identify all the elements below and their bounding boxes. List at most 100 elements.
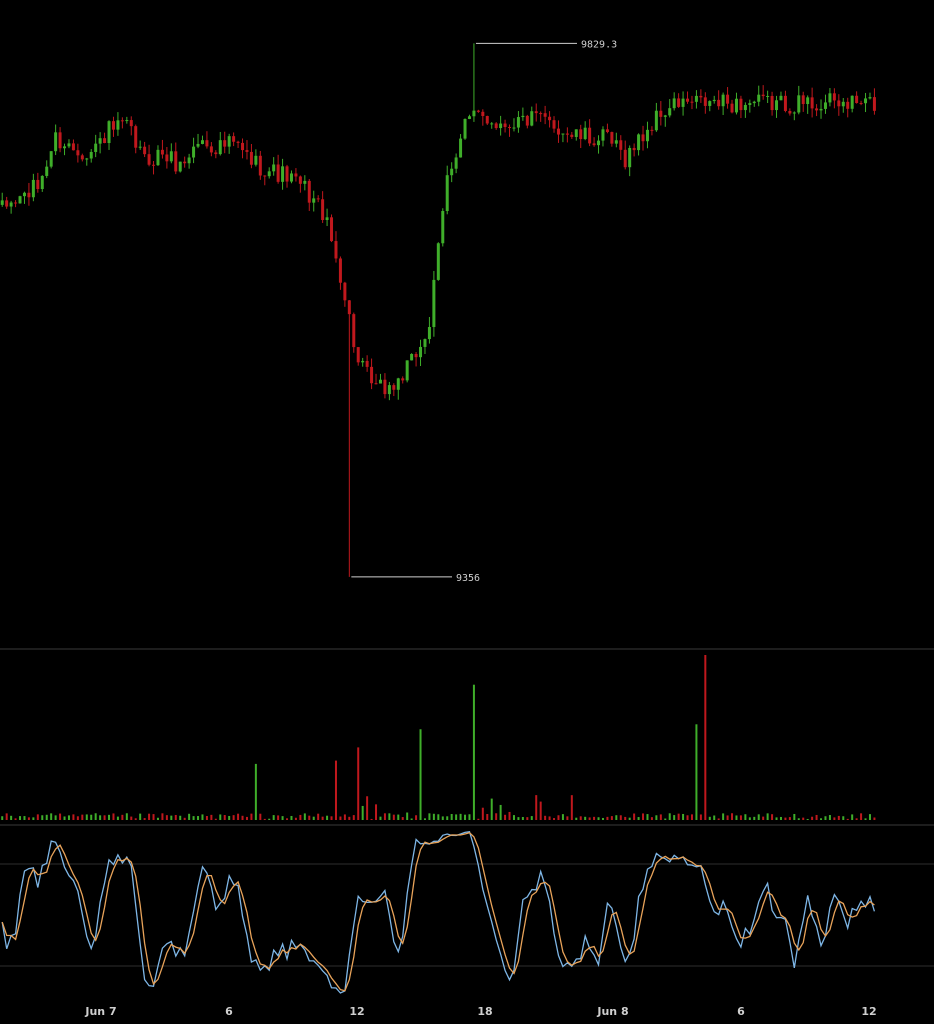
volume-bar	[748, 817, 751, 820]
volume-bar	[103, 815, 106, 820]
volume-bar	[259, 813, 262, 820]
candle-body	[614, 140, 618, 144]
candle	[645, 121, 649, 149]
candle	[116, 112, 120, 136]
candle	[450, 162, 454, 183]
candle	[672, 92, 676, 111]
candle	[103, 132, 107, 144]
candle-body	[187, 157, 191, 164]
candle-body	[294, 173, 298, 177]
candle-body	[681, 98, 685, 107]
candle	[721, 92, 725, 116]
volume-bar	[263, 818, 266, 820]
candle-body	[846, 101, 850, 109]
candle	[637, 133, 641, 156]
candle-body	[116, 120, 120, 130]
volume-bar	[771, 814, 774, 820]
candle-body	[401, 378, 405, 381]
candle	[476, 109, 480, 113]
candle-body	[312, 198, 316, 203]
candle-body	[49, 151, 53, 167]
candle	[281, 158, 285, 190]
volume-bar	[406, 812, 409, 820]
candle-body	[405, 360, 409, 381]
candle-body	[823, 102, 827, 109]
candle-body	[281, 166, 285, 182]
candle	[632, 143, 636, 157]
candle-body	[637, 134, 641, 151]
candle	[107, 120, 111, 150]
candle-body	[267, 171, 271, 177]
candle-body	[5, 200, 9, 207]
candle	[659, 101, 663, 126]
volume-bar	[548, 816, 551, 820]
high-annotation-label: 9829.3	[581, 39, 617, 50]
candle	[414, 352, 418, 367]
candle	[543, 105, 547, 125]
volume-bar	[108, 814, 111, 820]
x-tick-label: Jun 7	[84, 1005, 116, 1018]
volume-bar	[223, 815, 226, 820]
candle-body	[628, 147, 632, 168]
candle	[503, 119, 507, 133]
candle-body	[107, 121, 111, 144]
candle-body	[303, 180, 307, 184]
volume-bar	[735, 815, 738, 820]
candle-body	[574, 129, 578, 137]
candle	[828, 88, 832, 107]
volume-bar	[317, 813, 320, 820]
candle-body	[828, 93, 832, 103]
volume-bar	[846, 818, 849, 820]
candle-body	[174, 151, 178, 172]
volume-bar	[610, 816, 613, 820]
candle-body	[103, 138, 107, 144]
volume-bar	[23, 816, 26, 820]
candle-body	[770, 95, 774, 111]
volume-bar	[250, 813, 253, 820]
candle	[125, 116, 129, 124]
volume-bar	[219, 814, 222, 820]
candle-body	[543, 113, 547, 117]
volume-bar	[544, 815, 547, 820]
candle	[196, 133, 200, 149]
volume-bar	[837, 815, 840, 820]
volume-bar	[379, 816, 382, 820]
candle	[227, 133, 231, 154]
candle	[410, 353, 414, 361]
volume-bar	[695, 724, 698, 820]
volume-bar	[63, 816, 66, 820]
volume-bar	[321, 816, 324, 820]
candle-body	[272, 164, 276, 172]
candle	[294, 168, 298, 182]
volume-bar	[682, 813, 685, 820]
candle-body	[45, 166, 49, 176]
candle-body	[192, 146, 196, 158]
candle	[325, 208, 329, 227]
volume-bar	[428, 813, 431, 820]
volume-bar	[201, 814, 204, 820]
volume-bar	[664, 818, 667, 820]
volume-bar	[67, 815, 70, 820]
candle	[516, 111, 520, 133]
volume-bar	[731, 813, 734, 820]
volume-bar	[72, 814, 75, 820]
candle	[837, 94, 841, 116]
candle-body	[712, 99, 716, 102]
candle	[792, 111, 796, 121]
candle	[561, 133, 565, 143]
volume-bar	[659, 814, 662, 820]
volume-bar	[481, 807, 484, 820]
volume-bar	[254, 763, 257, 820]
volume-bar	[99, 815, 102, 820]
volume-bar	[352, 815, 355, 820]
candle-body	[156, 149, 160, 166]
candle-body	[285, 166, 289, 182]
candle-body	[552, 120, 556, 129]
candle-body	[383, 379, 387, 395]
volume-bar	[134, 818, 137, 820]
volume-bar	[397, 814, 400, 820]
candle	[285, 164, 289, 188]
candle-body	[241, 142, 245, 151]
candle-body	[512, 127, 516, 129]
volume-bar	[370, 818, 373, 820]
